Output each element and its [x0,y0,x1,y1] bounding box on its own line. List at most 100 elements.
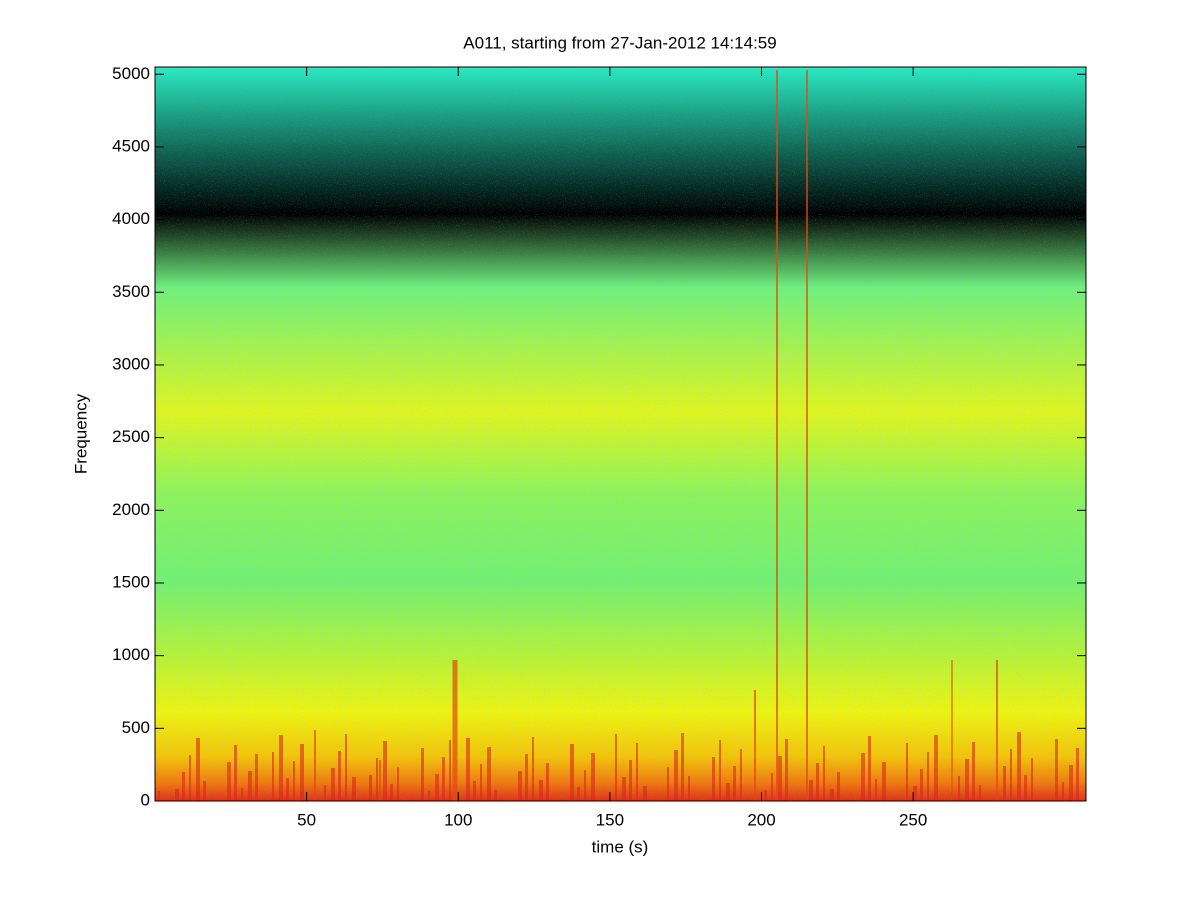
low-freq-burst [532,737,534,801]
low-freq-burst [958,776,960,801]
low-freq-burst [740,749,742,801]
low-freq-burst [525,754,528,801]
low-freq-burst [376,758,378,801]
transient-streak [452,660,458,801]
y-tick-label: 4000 [112,209,150,228]
low-freq-burst [667,767,669,801]
transient-streak [951,660,953,801]
low-freq-burst [591,753,595,801]
low-freq-burst [1017,732,1021,801]
low-freq-burst [331,768,335,801]
y-tick-label: 2500 [112,427,150,446]
low-freq-burst [300,744,304,801]
low-freq-burst [778,756,782,801]
low-freq-burst [345,734,347,801]
low-freq-burst [487,747,491,801]
x-tick-label: 200 [747,810,775,829]
low-freq-burst [480,764,482,801]
y-tick-label: 3000 [112,354,150,373]
low-freq-burst [979,785,981,801]
low-freq-burst [473,781,476,801]
y-axis-label: Frequency [71,393,90,474]
low-freq-burst [421,748,424,801]
low-freq-burst [352,777,356,801]
low-freq-burst [255,754,258,801]
low-freq-burst [383,741,387,801]
low-freq-burst [234,745,237,801]
low-freq-burst [771,773,773,801]
low-freq-burst [158,791,160,801]
low-freq-burst [518,771,522,801]
low-freq-burst [1069,765,1073,801]
low-freq-burst [442,757,445,801]
low-freq-burst [324,785,326,801]
low-freq-burst [369,775,372,801]
spectrogram-noise [155,67,1086,801]
low-freq-burst [203,781,206,801]
axes-box [154,66,1087,802]
low-freq-burst [428,791,430,801]
chart-title: A011, starting from 27-Jan-2012 14:14:59 [463,33,776,52]
low-freq-burst [785,739,788,801]
low-freq-burst [272,752,274,801]
low-freq-burst [241,788,243,801]
low-freq-burst [1055,739,1058,801]
low-freq-burst [435,774,439,801]
low-freq-burst [449,740,451,801]
low-freq-burst [934,735,938,801]
low-freq-burst [338,751,341,801]
transient-streak [314,730,316,801]
low-freq-burst [636,743,638,801]
low-freq-burst [643,786,647,801]
y-tick-label: 1500 [112,572,150,591]
low-freq-burst [764,790,767,801]
transient-streak [754,690,756,801]
low-freq-burst [1010,749,1012,801]
low-freq-burst [965,759,969,801]
low-freq-burst [397,767,399,801]
low-freq-burst [726,783,730,801]
low-freq-burst [906,743,908,801]
low-freq-burst [584,770,586,801]
transient-streak [776,70,778,801]
x-axis-label: time (s) [592,837,649,856]
low-freq-burst [972,742,975,801]
transient-streak [379,760,381,801]
low-freq-burst [1024,775,1027,801]
low-freq-burst [248,771,252,801]
transient-streak [806,70,808,801]
low-freq-burst [913,786,917,801]
low-freq-burst [1003,766,1006,801]
x-tick-label: 250 [899,810,927,829]
low-freq-burst [622,777,626,801]
low-freq-burst [830,789,834,801]
low-freq-burst [293,761,295,801]
low-freq-burst [927,752,929,801]
x-tick-label: 100 [444,810,472,829]
y-tick-label: 5000 [112,64,150,83]
low-freq-burst [615,734,617,801]
low-freq-burst [719,740,721,801]
low-freq-burst [809,780,813,801]
y-tick-label: 0 [141,790,150,809]
low-freq-burst [823,746,825,801]
y-tick-label: 1000 [112,645,150,664]
y-tick-label: 2000 [112,500,150,519]
low-freq-burst [286,778,289,801]
low-freq-burst [577,787,580,801]
low-freq-burst [681,733,684,801]
low-freq-burst [882,762,886,801]
low-freq-burst [189,755,191,801]
low-freq-burst [1031,758,1033,801]
low-freq-burst [816,763,819,801]
low-freq-burst [712,757,715,801]
low-freq-burst [1076,748,1079,801]
low-freq-burst [674,750,678,801]
low-freq-burst [182,772,185,801]
low-freq-burst [920,769,923,801]
y-tick-label: 4500 [112,136,150,155]
low-freq-burst [227,762,231,801]
y-tick-label: 3500 [112,282,150,301]
plot-area [155,67,1086,801]
